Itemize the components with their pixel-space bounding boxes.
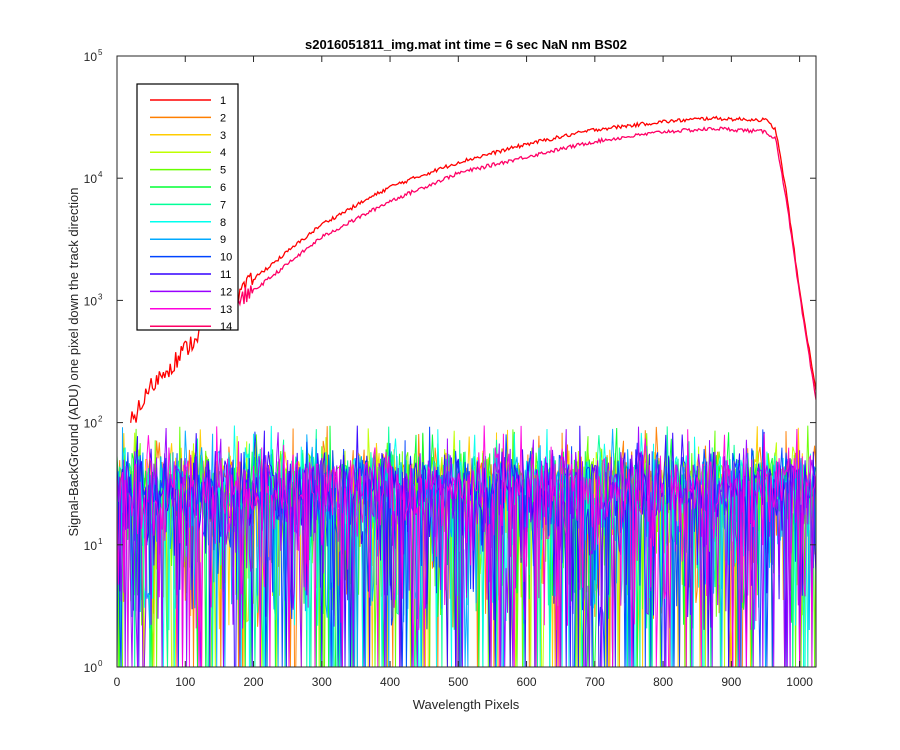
legend-box (136, 83, 239, 331)
legend-label-13: 13 (220, 304, 232, 316)
series-line-12 (117, 426, 816, 667)
legend-label-9: 9 (220, 234, 226, 246)
legend-label-11: 11 (220, 269, 231, 281)
x-tick-label: 900 (721, 675, 741, 689)
y-tick-exponent: 1 (98, 537, 103, 546)
chart-title: s2016051811_img.mat int time = 6 sec NaN… (305, 37, 627, 52)
x-tick-label: 600 (517, 675, 537, 689)
legend-label-3: 3 (220, 130, 226, 142)
x-tick-label: 200 (244, 675, 264, 689)
legend-label-12: 12 (220, 286, 232, 298)
y-tick-label: 10 (84, 661, 98, 675)
y-tick-label: 10 (84, 539, 98, 553)
legend-label-14: 14 (220, 321, 232, 333)
series-line-14 (218, 126, 816, 400)
series-line-13 (117, 425, 816, 667)
x-tick-label: 0 (114, 675, 121, 689)
legend-label-6: 6 (220, 182, 226, 194)
legend-label-7: 7 (220, 199, 226, 211)
y-tick-exponent: 4 (98, 170, 103, 179)
y-tick-label: 10 (84, 172, 98, 186)
signal-series-group (130, 115, 816, 423)
legend-label-8: 8 (220, 217, 226, 229)
legend-label-2: 2 (220, 112, 226, 124)
y-tick-exponent: 2 (98, 415, 103, 424)
y-tick-label: 10 (84, 50, 98, 64)
legend-label-1: 1 (220, 95, 226, 107)
noise-series-group (117, 425, 816, 667)
x-tick-label: 700 (585, 675, 605, 689)
plot-frame (116, 55, 817, 668)
legend-label-5: 5 (220, 165, 226, 177)
x-axis-label: Wavelength Pixels (413, 697, 520, 712)
x-tick-label: 400 (380, 675, 400, 689)
x-tick-label: 1000 (786, 675, 813, 689)
x-tick-label: 300 (312, 675, 332, 689)
x-tick-label: 100 (175, 675, 195, 689)
x-tick-label: 500 (448, 675, 468, 689)
y-tick-exponent: 5 (98, 48, 103, 57)
legend-label-10: 10 (220, 252, 232, 264)
y-tick-exponent: 3 (98, 292, 103, 301)
x-tick-label: 800 (653, 675, 673, 689)
y-tick-label: 10 (84, 417, 98, 431)
y-tick-label: 10 (84, 294, 98, 308)
legend-label-4: 4 (220, 147, 226, 159)
y-axis-label: Signal-BackGround (ADU) one pixel down t… (66, 187, 81, 536)
y-tick-exponent: 0 (98, 659, 103, 668)
